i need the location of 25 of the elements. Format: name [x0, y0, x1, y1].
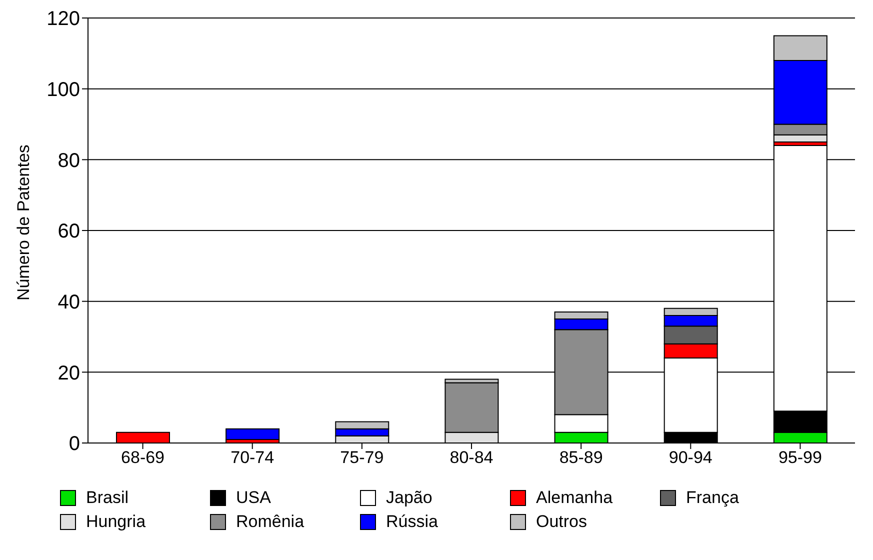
y-tick-label: 80	[58, 150, 80, 172]
legend-label: Japão	[386, 488, 432, 508]
x-tick-label: 85-89	[559, 448, 603, 468]
legend-label: Hungria	[86, 512, 146, 532]
bar	[226, 428, 280, 440]
y-tick-label: 20	[58, 362, 80, 384]
x-tick-label: 70-74	[230, 448, 274, 468]
y-axis-title: Número de Patentes	[14, 144, 34, 300]
legend-label: Rússia	[386, 512, 438, 532]
y-tick-label: 120	[46, 8, 80, 30]
legend-label: Outros	[536, 512, 588, 532]
x-tick-label: 95-99	[778, 448, 822, 468]
y-tick-label: 100	[46, 78, 80, 101]
x-tick-label: 90-94	[668, 448, 712, 468]
y-tick-label: 40	[58, 291, 80, 314]
x-tick-label: 75-79	[340, 448, 384, 468]
legend-label: França	[686, 488, 739, 508]
legend-label: Romênia	[236, 512, 304, 532]
y-tick-label: 0	[68, 433, 80, 456]
x-tick-label: 80-84	[450, 448, 494, 468]
legend-label: Alemanha	[536, 488, 613, 508]
x-tick-label: 68-69	[121, 448, 165, 468]
legend-label: USA	[236, 488, 271, 508]
legend-label: Brasil	[86, 488, 129, 508]
y-tick-label: 60	[58, 220, 80, 243]
